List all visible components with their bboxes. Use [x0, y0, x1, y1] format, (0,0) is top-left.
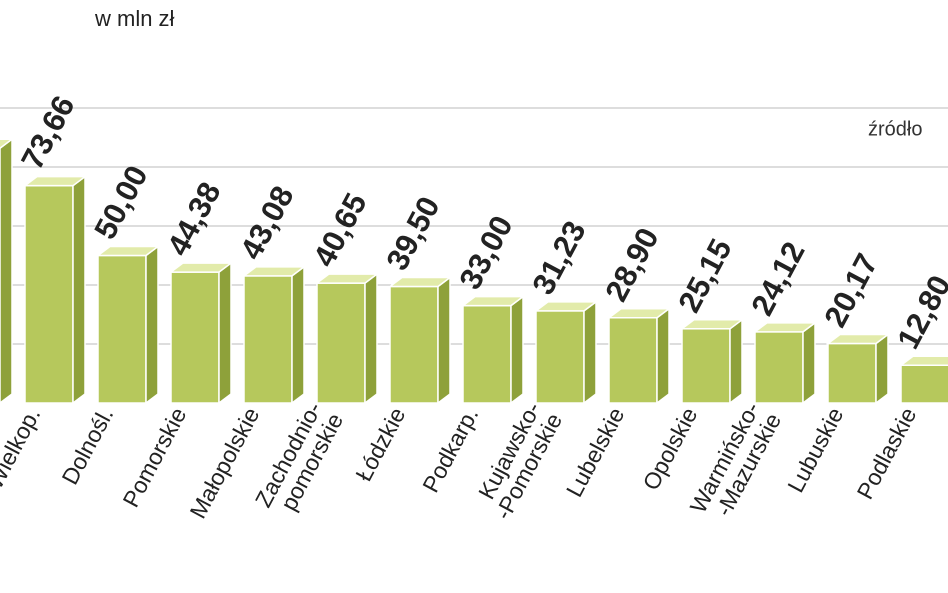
source-note: źródło [868, 118, 922, 140]
bar-top [0, 138, 15, 149]
bar-front [900, 364, 948, 404]
bar-front [389, 285, 439, 404]
bar-front [462, 304, 512, 404]
bar [0, 137, 15, 404]
bar [898, 355, 948, 404]
bar-front [316, 282, 366, 404]
bar [752, 321, 818, 405]
bar-side [218, 261, 232, 405]
bar-top [95, 245, 161, 257]
bar [825, 332, 891, 405]
bar [241, 265, 307, 405]
chart-title: w mln zł [94, 6, 175, 31]
bar-front [243, 275, 293, 404]
bar-front [754, 331, 804, 404]
bar-front [535, 310, 585, 404]
bar [606, 307, 672, 405]
bar-top [387, 276, 453, 288]
bar-side [291, 265, 305, 405]
bar-front [170, 271, 220, 404]
bar [95, 244, 161, 405]
bar-side [583, 300, 597, 405]
bar-top [898, 355, 948, 366]
bar [460, 295, 526, 405]
bar-top [460, 295, 526, 307]
bar-top [606, 307, 672, 319]
bar-top [241, 266, 307, 277]
bar-front [97, 254, 147, 404]
bar-side [729, 318, 743, 405]
bar-side [145, 244, 159, 405]
bar-front [608, 316, 658, 404]
bar [168, 261, 234, 405]
bar-top [22, 175, 88, 187]
bar-top [679, 319, 745, 330]
bar-side [72, 175, 86, 405]
bar [387, 275, 453, 405]
bar [533, 300, 599, 405]
bar-top [533, 301, 599, 312]
bar [679, 318, 745, 405]
bar-top [752, 322, 818, 333]
bar-side [802, 321, 816, 405]
bar-front [827, 342, 877, 404]
bar-side [0, 137, 13, 404]
bar-front [681, 328, 731, 404]
bar-side [656, 307, 670, 405]
bar-side [437, 275, 451, 405]
bar-side [875, 332, 889, 405]
bar-top [825, 333, 891, 345]
bar-side [510, 295, 524, 405]
bar-front [24, 184, 74, 404]
bar [22, 175, 88, 405]
bar [314, 272, 380, 405]
bar-side [364, 272, 378, 405]
bar-top [168, 262, 234, 273]
bar-top [314, 273, 380, 284]
